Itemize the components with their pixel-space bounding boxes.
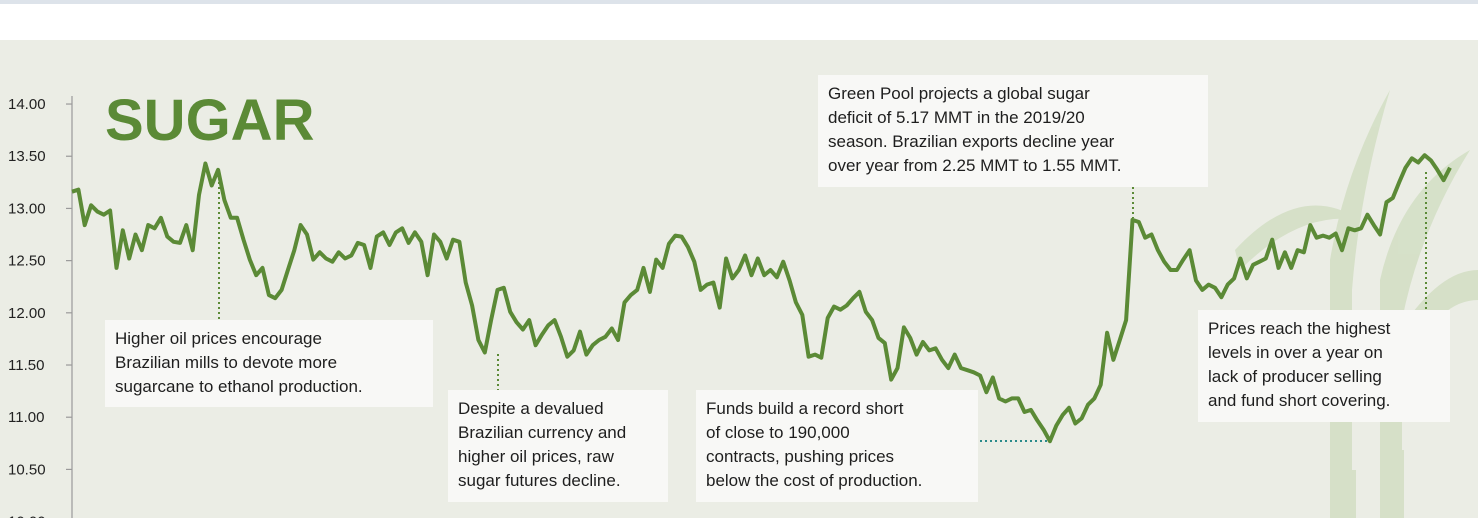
annotation: Prices reach the highest levels in over a… bbox=[1198, 310, 1450, 422]
annotation: Higher oil prices encourage Brazilian mil… bbox=[105, 320, 433, 407]
annotation-text: deficit of 5.17 MMT in the 2019/20 bbox=[828, 108, 1085, 127]
annotation-box bbox=[448, 390, 668, 502]
annotation-text: Brazilian mills to devote more bbox=[115, 353, 337, 372]
price-line bbox=[71, 153, 1452, 444]
top-strip bbox=[0, 0, 1478, 4]
header-band bbox=[0, 4, 1478, 40]
y-tick-label: 11.00 bbox=[8, 409, 44, 426]
annotation-text: higher oil prices, raw bbox=[458, 447, 615, 466]
annotation-text: Green Pool projects a global sugar bbox=[828, 84, 1090, 103]
y-tick-label: 12.00 bbox=[8, 305, 46, 322]
annotation-text: below the cost of production. bbox=[706, 471, 922, 490]
annotation-text: lack of producer selling bbox=[1208, 367, 1382, 386]
annotation: Green Pool projects a global sugar defici… bbox=[818, 75, 1208, 187]
annotation-text: Brazilian currency and bbox=[458, 423, 626, 442]
annotation-box bbox=[105, 320, 433, 407]
annotation-text: contracts, pushing prices bbox=[706, 447, 894, 466]
chart-title: SUGAR bbox=[105, 88, 314, 153]
annotation-text: and fund short covering. bbox=[1208, 391, 1390, 410]
annotation: Funds build a record short of close to 19… bbox=[696, 390, 978, 502]
leader-lines bbox=[218, 172, 1427, 442]
annotation: Despite a devalued Brazilian currency and… bbox=[448, 390, 668, 502]
annotation-box bbox=[696, 390, 978, 502]
annotation-text: of close to 190,000 bbox=[706, 423, 850, 442]
annotation-text: Despite a devalued bbox=[458, 399, 604, 418]
annotation-box bbox=[818, 75, 1208, 187]
y-tick-label: 11.50 bbox=[8, 357, 44, 374]
annotation-box bbox=[1198, 310, 1450, 422]
annotation-text: Prices reach the highest bbox=[1208, 319, 1391, 338]
annotation-text: over year from 2.25 MMT to 1.55 MMT. bbox=[828, 156, 1122, 175]
annotation-text: levels in over a year on bbox=[1208, 343, 1383, 362]
annotation-text: Higher oil prices encourage bbox=[115, 329, 322, 348]
y-tick-label: 12.50 bbox=[8, 253, 46, 270]
annotation-text: Funds build a record short bbox=[706, 399, 904, 418]
y-tick-label: 13.50 bbox=[8, 148, 46, 165]
y-tick-label: 10.00 bbox=[8, 514, 46, 518]
annotation-text: sugar futures decline. bbox=[458, 471, 621, 490]
y-tick-label: 10.50 bbox=[8, 461, 46, 478]
annotation-text: sugarcane to ethanol production. bbox=[115, 377, 363, 396]
y-tick-label: 14.00 bbox=[8, 96, 46, 113]
annotation-text: season. Brazilian exports decline year bbox=[828, 132, 1115, 151]
y-tick-label: 13.00 bbox=[8, 200, 46, 217]
